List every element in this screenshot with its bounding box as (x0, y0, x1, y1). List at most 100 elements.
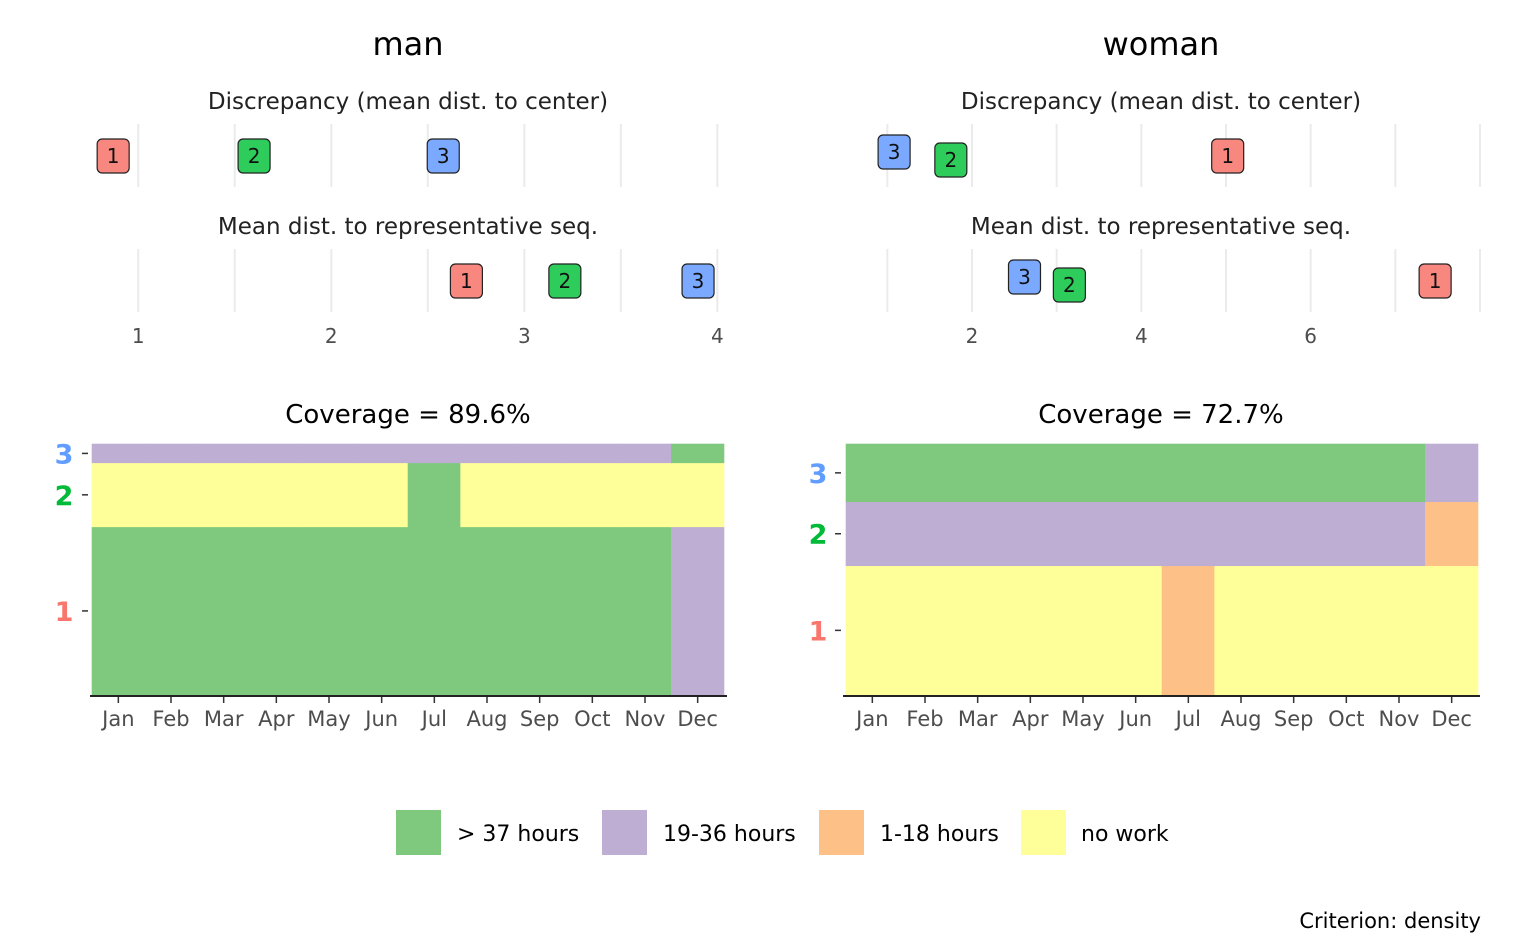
heatmap-cell-woman-1-Apr (1003, 565, 1057, 696)
heatmap-cell-man-3-Mar (197, 443, 251, 464)
heatmap-cell-man-1-Dec (671, 526, 725, 696)
heatmap-cell-woman-3-Jan (845, 443, 899, 503)
point-label-woman-0-2: 2 (934, 142, 968, 178)
heatmap-cell-woman-2-Apr (1003, 501, 1057, 567)
panel-title-woman: woman (1103, 25, 1220, 63)
point-text: 3 (437, 144, 450, 168)
point-text: 3 (1018, 265, 1031, 289)
heatmap-cell-woman-2-May (1056, 501, 1110, 567)
x-tick-label-woman: 4 (1135, 324, 1148, 348)
x-tick-label-man-Nov: Nov (625, 707, 666, 731)
heatmap-cell-woman-2-Dec (1425, 501, 1479, 567)
heatmap-cell-woman-1-Aug (1214, 565, 1268, 696)
heatmap-cell-woman-1-Jul (1161, 565, 1215, 696)
heatmap-cell-man-2-Nov (618, 462, 672, 528)
point-box (1007, 259, 1042, 295)
x-tick-label-woman-Jan: Jan (854, 707, 888, 731)
heatmap-cell-man-2-Apr (249, 462, 303, 528)
x-tick-label-man-Dec: Dec (677, 707, 718, 731)
point-text: 1 (460, 269, 473, 293)
point-text: 2 (1063, 273, 1076, 297)
y-tick-label-man-1: 1 (55, 597, 74, 628)
y-tick-label-man-2: 2 (55, 481, 74, 512)
point-text: 2 (558, 269, 571, 293)
heatmap-cell-man-2-Sep (513, 462, 567, 528)
legend-swatch-3 (1021, 810, 1066, 855)
heatmap-cell-man-3-Jun (355, 443, 409, 464)
heatmap-title-man: Coverage = 89.6% (285, 400, 530, 430)
heatmap-cell-man-3-May (302, 443, 356, 464)
x-tick-label-man: 2 (325, 324, 338, 348)
x-tick-label-woman-Feb: Feb (906, 707, 943, 731)
heatmap-cell-woman-2-Jul (1161, 501, 1215, 567)
y-tick-label-woman-3: 3 (809, 459, 828, 490)
heatmap-cell-woman-3-Jul (1161, 443, 1215, 503)
heatmap-cell-woman-1-Oct (1319, 565, 1373, 696)
heatmap-cell-woman-3-Apr (1003, 443, 1057, 503)
heatmap-cell-man-3-Nov (618, 443, 672, 464)
x-tick-label-man: 1 (132, 324, 145, 348)
heatmap-cell-man-3-Sep (513, 443, 567, 464)
legend-label-0: > 37 hours (457, 822, 579, 847)
heatmap-cell-woman-1-Feb (898, 565, 952, 696)
point-label-man-1-3: 3 (681, 263, 715, 299)
point-text: 1 (107, 144, 120, 168)
heatmap-cell-man-2-Feb (144, 462, 198, 528)
heatmap-cell-man-1-Jul (407, 526, 461, 696)
point-label-woman-0-1: 1 (1211, 138, 1245, 174)
legend-swatch-0 (396, 810, 441, 855)
point-label-woman-0-3: 3 (877, 134, 911, 170)
heatmap-cell-woman-2-Aug (1214, 501, 1268, 567)
x-tick-label-man: 4 (711, 324, 724, 348)
x-tick-label-man-Oct: Oct (574, 707, 610, 731)
heatmap-cell-man-3-Jul (407, 443, 461, 464)
heatmap-cell-woman-1-Jun (1109, 565, 1163, 696)
heatmap-cell-woman-3-Dec (1425, 443, 1479, 503)
x-tick-label-man-Jun: Jun (363, 707, 398, 731)
x-tick-label-man-Jul: Jul (420, 707, 447, 731)
point-text: 1 (1429, 269, 1442, 293)
heatmap-cell-man-2-Jul (407, 462, 461, 528)
point-box (934, 142, 968, 178)
heatmap-cell-man-1-Jun (355, 526, 409, 696)
x-tick-label-woman-Mar: Mar (958, 707, 998, 731)
point-box (426, 138, 460, 174)
heatmap-cell-woman-3-Mar (951, 443, 1005, 503)
point-box (1418, 263, 1452, 299)
point-label-woman-1-3: 3 (1007, 259, 1042, 295)
heatmap-cell-man-2-Oct (565, 462, 619, 528)
heatmap-cell-man-3-Jan (91, 443, 145, 464)
y-tick-label-woman-1: 1 (809, 616, 828, 647)
heatmap-cell-man-3-Dec (671, 443, 725, 464)
point-label-man-0-2: 2 (237, 138, 271, 174)
row-subtitle-man-0: Discrepancy (mean dist. to center) (208, 89, 608, 115)
heatmap-cell-man-3-Feb (144, 443, 198, 464)
x-tick-label-man: 3 (518, 324, 531, 348)
heatmap-title-woman: Coverage = 72.7% (1038, 400, 1283, 430)
point-label-woman-1-1: 1 (1418, 263, 1452, 299)
x-tick-label-man-May: May (307, 707, 350, 731)
heatmap-cell-woman-3-Feb (898, 443, 952, 503)
heatmap-cell-man-3-Aug (460, 443, 514, 464)
point-text: 2 (248, 144, 261, 168)
heatmap-cell-woman-2-Sep (1267, 501, 1321, 567)
caption: Criterion: density (1299, 909, 1481, 933)
y-tick-label-woman-2: 2 (809, 520, 828, 551)
legend-label-2: 1-18 hours (880, 822, 999, 847)
point-text: 1 (1221, 144, 1234, 168)
x-tick-label-man-Sep: Sep (520, 707, 560, 731)
heatmap-cell-woman-3-Nov (1372, 443, 1426, 503)
heatmap-cell-woman-1-Mar (951, 565, 1005, 696)
heatmap-cell-man-2-Jun (355, 462, 409, 528)
x-tick-label-woman-Oct: Oct (1328, 707, 1364, 731)
x-tick-label-man-Feb: Feb (152, 707, 189, 731)
point-box (548, 263, 582, 299)
x-tick-label-woman-Nov: Nov (1379, 707, 1420, 731)
x-tick-label-woman: 6 (1304, 324, 1317, 348)
row-subtitle-woman-1: Mean dist. to representative seq. (971, 214, 1351, 240)
x-tick-label-woman-Dec: Dec (1431, 707, 1472, 731)
heatmap-cell-man-1-Sep (513, 526, 567, 696)
x-tick-label-man-Jan: Jan (100, 707, 134, 731)
heatmap-cell-woman-2-Mar (951, 501, 1005, 567)
